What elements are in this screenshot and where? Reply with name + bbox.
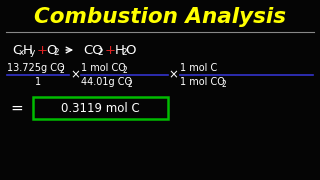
- Text: 0.3119 mol C: 0.3119 mol C: [61, 102, 140, 114]
- Text: Combustion Analysis: Combustion Analysis: [34, 7, 286, 27]
- Text: H: H: [23, 44, 33, 57]
- Text: y: y: [30, 48, 35, 57]
- Text: x: x: [19, 48, 24, 57]
- Text: 2: 2: [123, 66, 127, 75]
- Text: =: =: [10, 100, 23, 116]
- Text: 2: 2: [122, 48, 127, 57]
- Text: C: C: [12, 44, 21, 57]
- Text: ×: ×: [169, 69, 179, 82]
- Text: 44.01g CO: 44.01g CO: [81, 77, 132, 87]
- Text: 2: 2: [221, 80, 226, 89]
- Text: 2: 2: [53, 48, 59, 57]
- Text: 1 mol C: 1 mol C: [180, 63, 217, 73]
- Text: 2: 2: [98, 48, 103, 57]
- FancyBboxPatch shape: [33, 97, 168, 119]
- Text: 2: 2: [127, 80, 132, 89]
- Text: O: O: [46, 44, 57, 57]
- Text: 1 mol CO: 1 mol CO: [180, 77, 225, 87]
- Text: 2: 2: [59, 66, 64, 75]
- Text: +: +: [105, 44, 116, 57]
- Text: ×: ×: [70, 69, 80, 82]
- Text: +: +: [36, 44, 48, 57]
- Text: O: O: [125, 44, 136, 57]
- Text: 1: 1: [35, 77, 41, 87]
- Text: 1 mol CO: 1 mol CO: [81, 63, 126, 73]
- Text: H: H: [115, 44, 124, 57]
- Text: 13.725g CO: 13.725g CO: [7, 63, 65, 73]
- Text: CO: CO: [83, 44, 103, 57]
